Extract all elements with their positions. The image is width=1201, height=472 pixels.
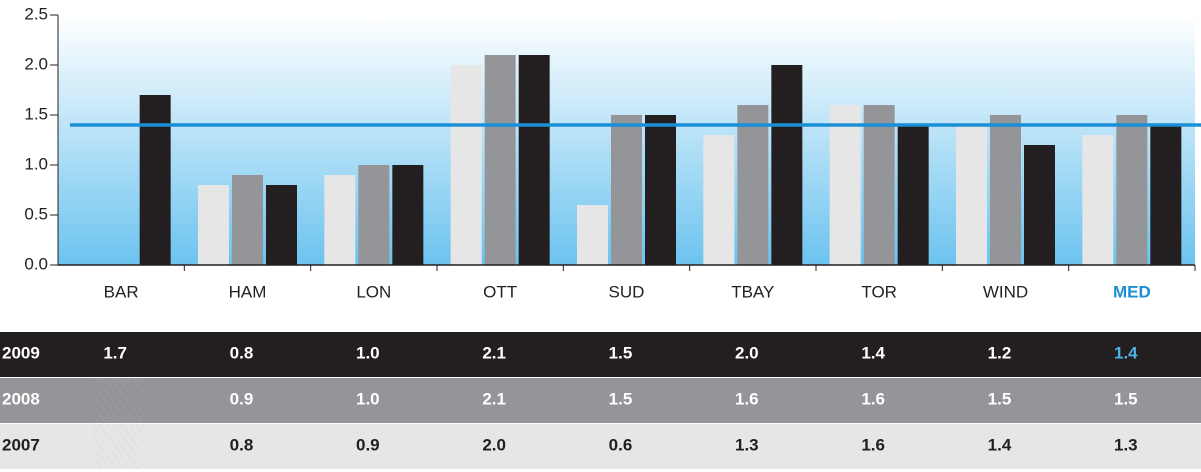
bar bbox=[897, 125, 929, 265]
bar bbox=[139, 95, 171, 265]
x-tick-label: LON bbox=[356, 282, 391, 301]
bar bbox=[1116, 115, 1148, 265]
table-row bbox=[0, 424, 1201, 469]
bar bbox=[450, 65, 482, 265]
bar bbox=[392, 165, 424, 265]
table-value: 1.5 bbox=[609, 389, 633, 408]
y-tick-label: 0.5 bbox=[24, 204, 48, 223]
bar bbox=[1082, 135, 1114, 265]
table-value: 1.0 bbox=[356, 343, 380, 362]
table-value: 1.5 bbox=[609, 343, 633, 362]
bar bbox=[518, 55, 550, 265]
table-value: 0.9 bbox=[230, 389, 254, 408]
empty-cell bbox=[91, 378, 144, 423]
table-value: 1.6 bbox=[861, 389, 885, 408]
empty-cell bbox=[91, 424, 144, 469]
x-tick-label: BAR bbox=[104, 282, 139, 301]
table-value: 1.4 bbox=[988, 435, 1012, 454]
table-value: 0.8 bbox=[230, 435, 254, 454]
bar bbox=[829, 105, 861, 265]
bar bbox=[358, 165, 390, 265]
table-value: 1.6 bbox=[861, 435, 885, 454]
bar bbox=[645, 115, 676, 265]
table-value: 1.0 bbox=[356, 389, 380, 408]
table-value: 2.0 bbox=[735, 343, 759, 362]
x-tick-label: TOR bbox=[861, 282, 897, 301]
table-value: 1.2 bbox=[988, 343, 1012, 362]
bar bbox=[484, 55, 516, 265]
bar bbox=[232, 175, 263, 265]
x-tick-label: HAM bbox=[229, 282, 267, 301]
table-value: 2.1 bbox=[482, 389, 506, 408]
bar bbox=[1024, 145, 1055, 265]
table-value: 1.4 bbox=[1114, 343, 1138, 362]
bar bbox=[703, 135, 735, 265]
bar bbox=[324, 175, 356, 265]
y-tick-label: 0.0 bbox=[24, 254, 48, 273]
bar bbox=[956, 125, 987, 265]
bar bbox=[266, 185, 297, 265]
y-tick-label: 2.0 bbox=[24, 54, 48, 73]
x-tick-label: SUD bbox=[609, 282, 645, 301]
y-tick-label: 1.5 bbox=[24, 104, 48, 123]
bar bbox=[611, 115, 642, 265]
table-value: 0.6 bbox=[609, 435, 633, 454]
table-value: 2.1 bbox=[482, 343, 506, 362]
bar bbox=[577, 205, 608, 265]
table-value: 1.3 bbox=[1114, 435, 1138, 454]
table-value: 1.7 bbox=[103, 343, 127, 362]
table-value: 1.5 bbox=[1114, 389, 1138, 408]
bar bbox=[198, 185, 229, 265]
x-tick-label: WIND bbox=[983, 282, 1028, 301]
table-value: 2.0 bbox=[482, 435, 506, 454]
x-tick-label: TBAY bbox=[731, 282, 774, 301]
table-value: 1.5 bbox=[988, 389, 1012, 408]
y-tick-label: 2.5 bbox=[24, 4, 48, 23]
bar bbox=[863, 105, 895, 265]
bar bbox=[771, 65, 803, 265]
row-label: 2008 bbox=[2, 389, 40, 408]
bar bbox=[1150, 125, 1182, 265]
y-tick-label: 1.0 bbox=[24, 154, 48, 173]
table-value: 0.9 bbox=[356, 435, 380, 454]
bar bbox=[737, 105, 769, 265]
table-value: 1.3 bbox=[735, 435, 759, 454]
row-label: 2007 bbox=[2, 435, 40, 454]
table-row bbox=[0, 332, 1201, 377]
table-value: 0.8 bbox=[230, 343, 254, 362]
table-value: 1.4 bbox=[861, 343, 885, 362]
bar bbox=[990, 115, 1021, 265]
x-tick-label: OTT bbox=[483, 282, 517, 301]
x-tick-label: MED bbox=[1113, 282, 1151, 301]
row-label: 2009 bbox=[2, 343, 40, 362]
table-value: 1.6 bbox=[735, 389, 759, 408]
table-row bbox=[0, 378, 1201, 423]
